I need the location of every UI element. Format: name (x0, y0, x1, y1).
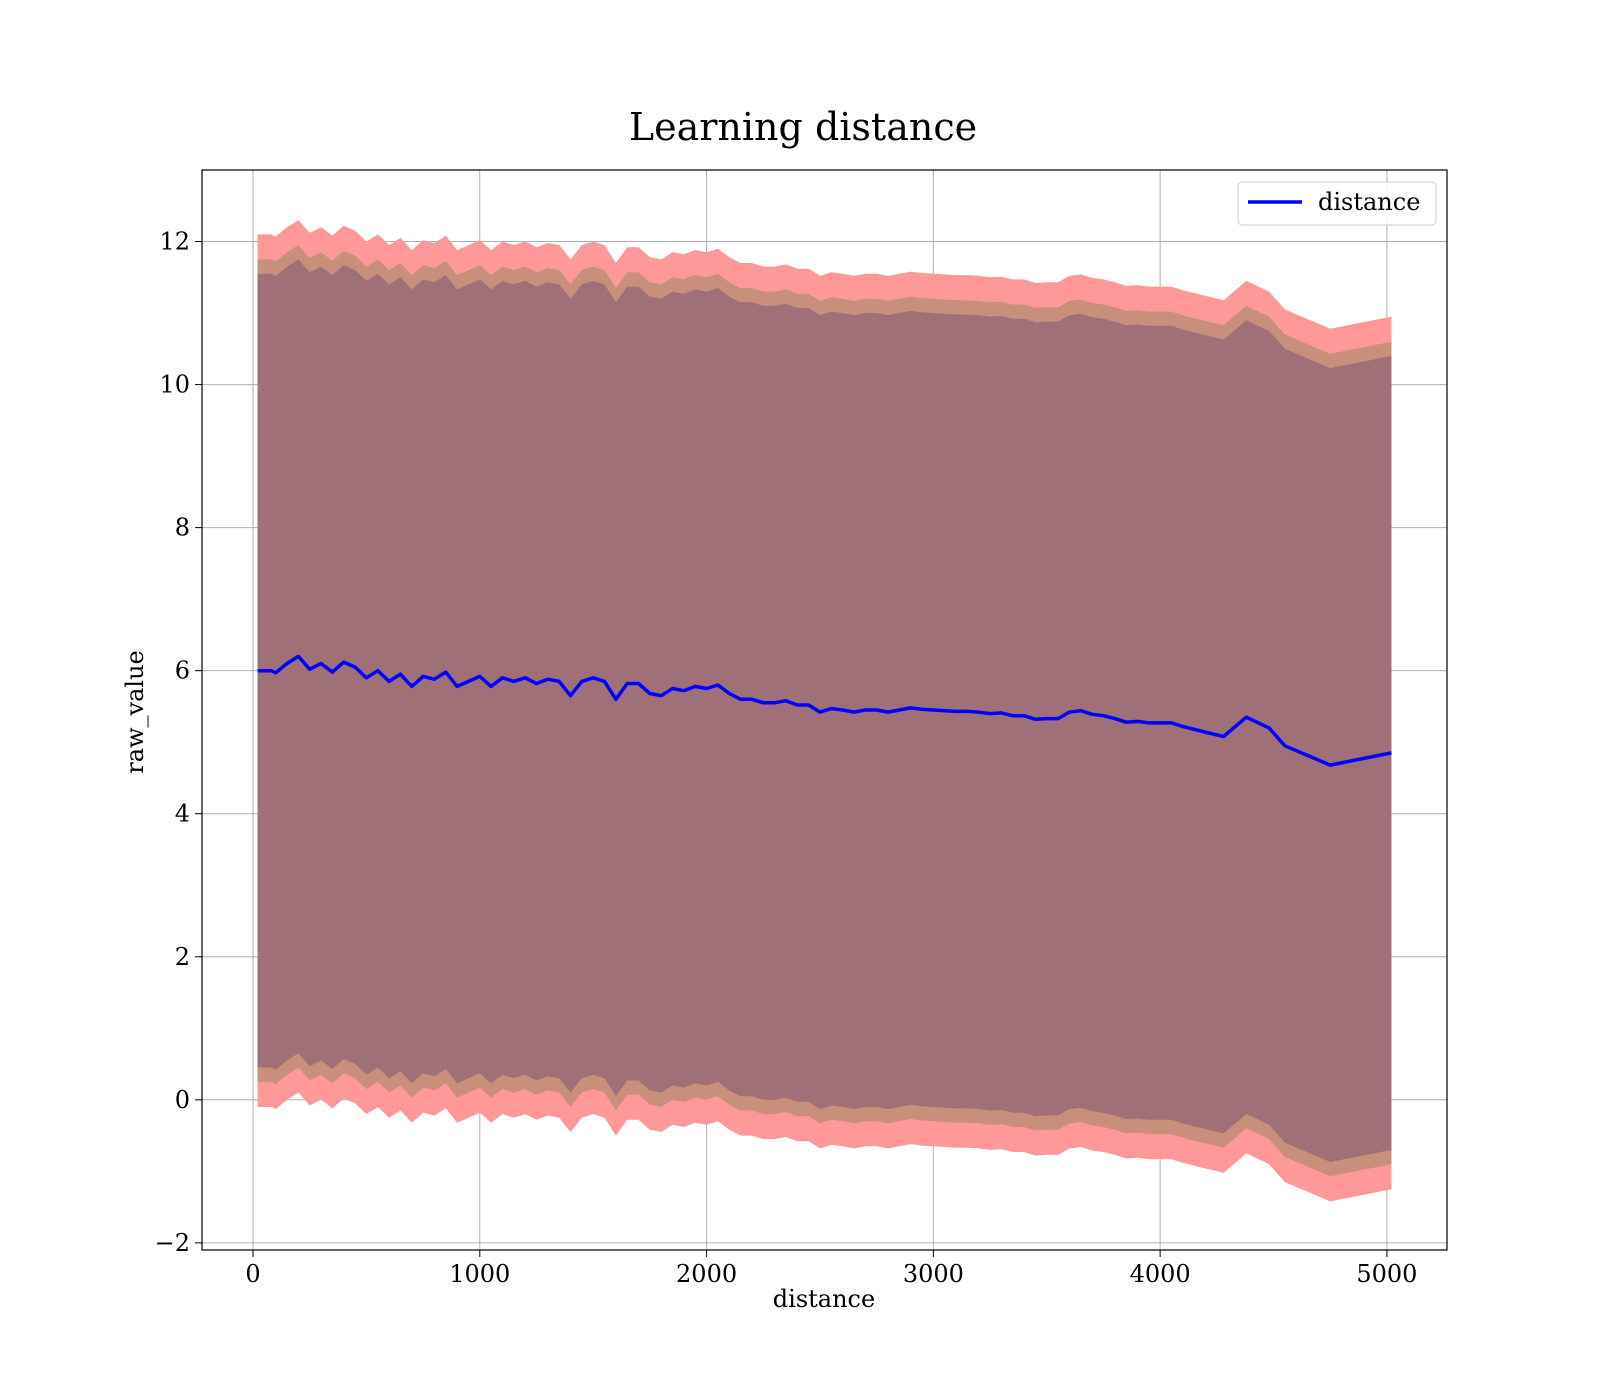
y-tick-label-5: 8 (175, 514, 190, 542)
y-tick-label-4: 6 (175, 657, 190, 685)
series-line-0 (257, 654, 1392, 767)
x-tick-label-4: 4000 (1130, 1260, 1191, 1288)
series-lines (257, 654, 1392, 767)
y-axis-label: raw_value (121, 650, 149, 774)
x-tick-label-3: 3000 (903, 1260, 964, 1288)
y-tick-label-6: 10 (159, 371, 190, 399)
plot-frame (201, 169, 1448, 1251)
chart-title: Learning distance (629, 105, 977, 149)
y-tick-label-2: 2 (175, 943, 190, 971)
y-axis-ticks: −2 0 2 4 6 8 10 12 (155, 228, 202, 1257)
x-tick-label-2: 2000 (676, 1260, 737, 1288)
legend: distance (1237, 181, 1437, 226)
legend-label-distance: distance (1318, 188, 1420, 216)
y-tick-label-1: 0 (175, 1086, 190, 1114)
y-tick-label-7: 12 (159, 228, 190, 256)
y-tick-label-3: 4 (175, 800, 190, 828)
y-tick-label-0: −2 (155, 1229, 190, 1257)
x-tick-label-1: 1000 (449, 1260, 510, 1288)
x-tick-label-0: 0 (245, 1260, 260, 1288)
x-axis-ticks: 0 1000 2000 3000 4000 5000 (245, 1250, 1417, 1288)
x-axis-label: distance (773, 1285, 875, 1313)
legend-box (1237, 181, 1437, 226)
x-tick-label-5: 5000 (1356, 1260, 1417, 1288)
